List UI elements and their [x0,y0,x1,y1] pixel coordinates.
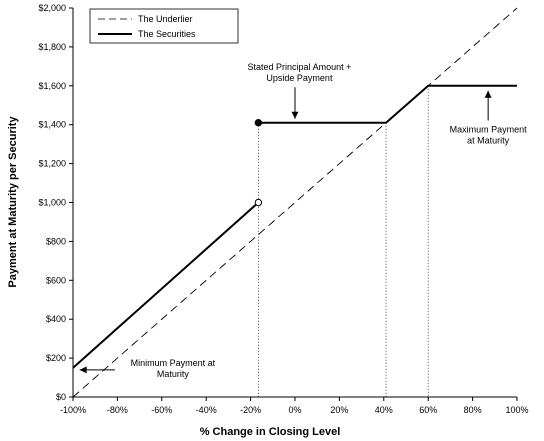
y-tick-label: $1,800 [38,42,66,52]
x-tick-label: 20% [330,405,348,415]
y-tick-label: $0 [56,392,66,402]
x-tick-label: -80% [107,405,128,415]
annotation-label: Stated Principal Amount + [248,62,352,72]
x-tick-label: -20% [240,405,261,415]
y-tick-label: $1,600 [38,81,66,91]
x-axis-ticks: -100% -80% -60% -40% -20% 0% 20% 40% 60% 80% 100% [60,397,529,415]
filled-circle-marker [254,119,263,127]
x-tick-label: 60% [419,405,437,415]
series-underlier-line [72,7,518,398]
annotation-label: Minimum Payment at [131,358,216,368]
x-tick-label: 80% [464,405,482,415]
y-tick-label: $1,200 [38,159,66,169]
legend-box [89,8,239,44]
x-tick-label: -100% [60,405,86,415]
y-tick-label: $200 [46,353,66,363]
reference-lines [258,85,429,397]
arrow-head [79,366,87,374]
x-tick-label: 0% [288,405,301,415]
y-axis-ticks: $0 $200 $400 $600 $800 $1,000 $1,200 $1,400 $1,6… [38,3,73,402]
x-tick-label: -60% [151,405,172,415]
series-securities-segment [72,201,260,369]
x-tick-label: 100% [505,405,528,415]
y-tick-label: $800 [46,236,66,246]
arrow-head [484,90,492,98]
legend: The Underlier The Securities [89,8,239,44]
y-tick-label: $1,000 [38,198,66,208]
legend-label-underlier: The Underlier [138,14,193,24]
y-tick-label: $600 [46,275,66,285]
annotations: Stated Principal Amount +Upside Payment M… [79,62,528,379]
annotation-label: at Maturity [467,135,510,145]
y-tick-label: $2,000 [38,3,66,13]
annotation-label: Maturity [157,369,190,379]
series-securities-segment [258,84,517,124]
annotation-label: Upside Payment [266,73,333,83]
annotation-label: Maximum Payment [450,124,528,134]
x-tick-label: -40% [196,405,217,415]
series-markers [254,119,263,207]
series-lines [72,7,518,398]
y-axis-title: Payment at Maturity per Security [7,116,19,288]
open-circle-marker [254,198,263,207]
x-tick-label: 40% [375,405,393,415]
y-tick-label: $400 [46,314,66,324]
y-tick-label: $1,400 [38,120,66,130]
legend-label-securities: The Securities [138,29,196,39]
arrow-head [291,111,299,119]
x-axis-title: % Change in Closing Level [200,426,341,438]
